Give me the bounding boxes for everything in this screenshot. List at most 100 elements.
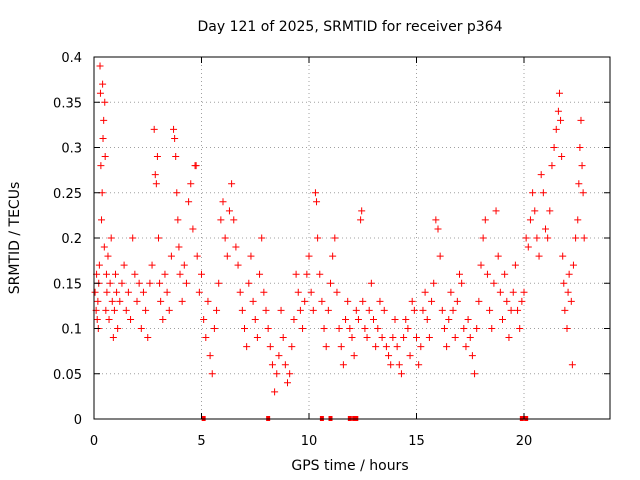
data-point <box>580 234 588 242</box>
data-point <box>466 334 474 342</box>
data-point <box>148 261 156 269</box>
data-point <box>335 325 343 332</box>
x-axis-label: GPS time / hours <box>291 458 408 474</box>
data-point <box>406 352 414 360</box>
data-point <box>456 270 463 278</box>
data-point <box>380 306 388 314</box>
data-point <box>516 325 524 332</box>
data-point <box>230 216 238 224</box>
data-point <box>91 288 99 296</box>
data-point <box>428 297 436 305</box>
data-point <box>520 288 528 296</box>
data-point <box>296 306 304 314</box>
data-point <box>550 144 558 151</box>
data-point <box>133 297 141 305</box>
data-point <box>96 62 104 70</box>
data-point <box>178 297 186 305</box>
data-point <box>449 306 457 314</box>
data-point <box>359 297 367 305</box>
data-point <box>96 89 104 97</box>
chart-title: Day 121 of 2025, SRMTID for receiver p36… <box>197 19 502 35</box>
data-point <box>548 162 556 170</box>
data-point <box>499 315 506 323</box>
data-point <box>157 297 165 305</box>
data-point <box>195 288 203 296</box>
data-point <box>481 216 489 224</box>
data-point <box>161 270 169 278</box>
data-point <box>569 261 577 269</box>
data-point <box>576 144 584 151</box>
data-point <box>365 306 373 314</box>
data-point <box>331 234 339 242</box>
data-point <box>175 243 183 251</box>
data-point <box>307 288 315 296</box>
x-tick-label: 15 <box>408 434 425 449</box>
data-point <box>268 361 276 369</box>
data-point <box>417 343 425 351</box>
data-point <box>451 334 459 342</box>
data-point <box>501 270 509 278</box>
data-point <box>225 207 233 215</box>
data-point <box>113 288 121 296</box>
data-point <box>494 252 502 260</box>
data-point <box>176 270 184 278</box>
data-point <box>464 315 472 323</box>
data-point <box>139 288 147 296</box>
data-point <box>342 315 350 323</box>
data-point <box>294 288 302 296</box>
data-point <box>488 325 496 332</box>
data-point <box>393 343 401 351</box>
data-point <box>144 334 152 342</box>
data-point <box>108 297 116 305</box>
data-point <box>159 315 167 323</box>
data-point <box>318 297 326 305</box>
y-tick-label: 0.35 <box>53 96 82 111</box>
data-point <box>142 306 150 314</box>
data-point <box>241 325 248 332</box>
data-point <box>561 306 569 314</box>
data-point <box>554 107 562 115</box>
data-point <box>103 288 111 296</box>
data-point <box>574 216 582 224</box>
data-point <box>387 361 395 369</box>
data-point <box>473 325 481 332</box>
data-point <box>354 315 362 323</box>
data-point <box>471 370 479 378</box>
data-point <box>430 279 438 287</box>
data-point <box>314 234 322 242</box>
data-point <box>256 270 264 278</box>
data-point <box>578 162 586 170</box>
data-point <box>131 270 139 278</box>
data-point <box>219 198 227 206</box>
data-point <box>575 180 583 188</box>
x-axis-ticks: 0 5 10 15 20 <box>90 57 532 449</box>
y-axis-ticks: 0 0.05 0.1 0.15 0.2 0.25 0.3 0.35 0.4 <box>53 51 610 428</box>
data-point <box>251 315 259 323</box>
data-point <box>408 297 416 305</box>
data-point <box>236 288 244 296</box>
data-point <box>99 134 107 142</box>
data-point <box>389 334 397 342</box>
data-point <box>305 252 313 260</box>
data-point <box>436 252 444 260</box>
data-point <box>217 216 225 224</box>
data-point <box>228 180 236 188</box>
data-points <box>91 62 588 396</box>
data-point <box>339 361 347 369</box>
data-point <box>529 189 537 197</box>
data-point <box>370 315 377 323</box>
data-point <box>299 325 307 332</box>
data-point <box>492 207 500 215</box>
data-point <box>122 306 130 314</box>
data-point <box>564 288 572 296</box>
data-point <box>180 261 188 269</box>
data-point <box>434 225 442 233</box>
data-point <box>361 325 369 332</box>
data-point <box>129 234 137 242</box>
data-point <box>477 261 485 269</box>
data-point <box>421 288 429 296</box>
data-point <box>135 279 143 287</box>
data-point <box>171 134 179 142</box>
data-point <box>572 234 580 242</box>
y-axis-label: SRMTID / TECUs <box>7 182 23 295</box>
